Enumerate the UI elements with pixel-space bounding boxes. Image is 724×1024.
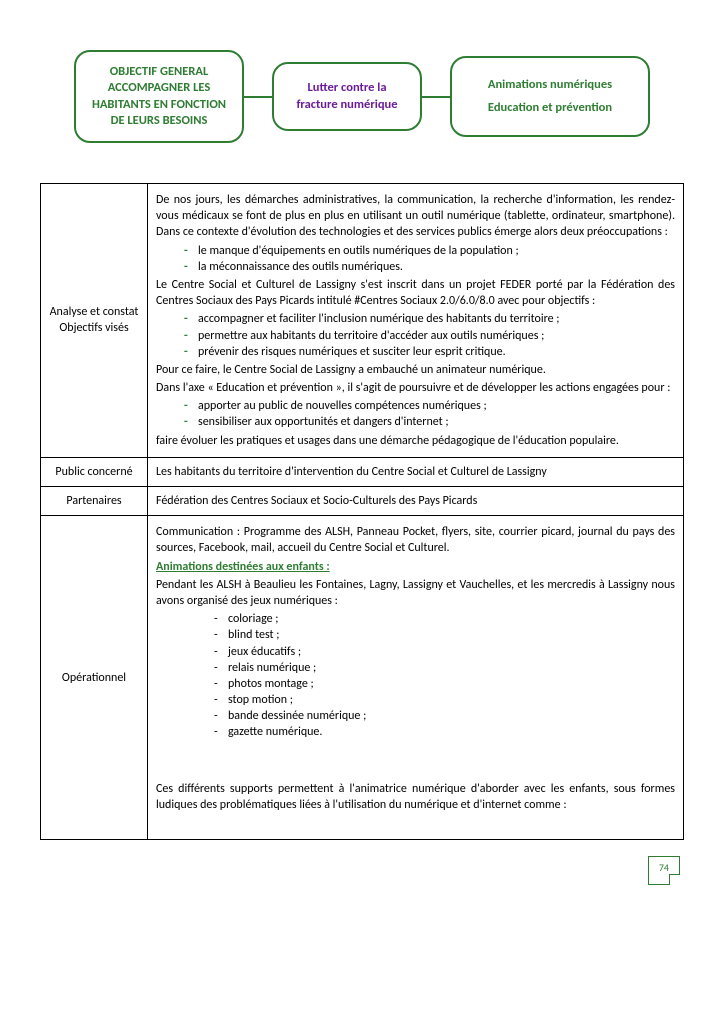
bullet-item: -accompagner et faciliter l'inclusion nu…	[184, 311, 675, 327]
dash-icon: -	[184, 398, 198, 414]
sub-list: -coloriage ; -blind test ; -jeux éducati…	[214, 611, 675, 741]
bullet-list: -accompagner et faciliter l'inclusion nu…	[184, 311, 675, 360]
content-analyse: De nos jours, les démarches administrati…	[148, 184, 684, 458]
section-heading: Animations destinées aux enfants :	[156, 559, 675, 575]
section-head-text: Animations destinées aux enfants :	[156, 560, 330, 574]
dash-icon: -	[214, 644, 228, 660]
sub-item: -photos montage ;	[214, 676, 675, 692]
sub-item: -bande dessinée numérique ;	[214, 708, 675, 724]
content-public: Les habitants du territoire d'interventi…	[148, 457, 684, 486]
dash-icon: -	[214, 676, 228, 692]
page-number: 74	[648, 856, 680, 885]
text: faire évoluer les pratiques et usages da…	[156, 433, 675, 449]
row-partenaires: Partenaires Fédération des Centres Socia…	[41, 487, 684, 516]
sub-item: -jeux éducatifs ;	[214, 644, 675, 660]
bullet-item: -prévenir des risques numériques et susc…	[184, 344, 675, 360]
bullet-text: permettre aux habitants du territoire d'…	[198, 328, 544, 344]
label-partenaires: Partenaires	[41, 487, 148, 516]
bullet-item: -le manque d'équipements en outils numér…	[184, 243, 675, 259]
label-public: Public concerné	[41, 457, 148, 486]
sub-item: -blind test ;	[214, 627, 675, 643]
diagram: OBJECTIF GENERAL ACCOMPAGNER LES HABITAN…	[40, 50, 684, 143]
diagram-node-animations: Animations numériques Education et préve…	[450, 56, 650, 137]
bullet-text: sensibiliser aux opportunités et dangers…	[198, 414, 449, 430]
sub-text: photos montage ;	[228, 676, 314, 692]
bullet-text: apporter au public de nouvelles compéten…	[198, 398, 487, 414]
bullet-item: -apporter au public de nouvelles compéte…	[184, 398, 675, 414]
dash-icon: -	[184, 243, 198, 259]
sub-item: -stop motion ;	[214, 692, 675, 708]
bullet-text: accompagner et faciliter l'inclusion num…	[198, 311, 560, 327]
diagram-connector	[244, 96, 272, 98]
text: Ces différents supports permettent à l'a…	[156, 781, 675, 813]
label-operationnel: Opérationnel	[41, 516, 148, 840]
diagram-node3-line1: Animations numériques	[466, 74, 634, 97]
bullet-item: -la méconnaissance des outils numériques…	[184, 259, 675, 275]
diagram-node-lutter: Lutter contre la fracture numérique	[272, 62, 422, 131]
dash-icon: -	[184, 414, 198, 430]
text: Communication : Programme des ALSH, Pann…	[156, 524, 675, 556]
bullet-list: -apporter au public de nouvelles compéte…	[184, 398, 675, 430]
dash-icon: -	[184, 328, 198, 344]
text: Pendant les ALSH à Beaulieu les Fontaine…	[156, 577, 675, 609]
sub-item: -gazette numérique.	[214, 724, 675, 740]
text: Le Centre Social et Culturel de Lassigny…	[156, 277, 675, 309]
diagram-node-objectif: OBJECTIF GENERAL ACCOMPAGNER LES HABITAN…	[74, 50, 244, 143]
text: Dans l'axe « Education et prévention », …	[156, 380, 675, 396]
sub-text: relais numérique ;	[228, 660, 316, 676]
sub-text: jeux éducatifs ;	[228, 644, 301, 660]
dash-icon: -	[214, 708, 228, 724]
sub-text: coloriage ;	[228, 611, 279, 627]
dash-icon: -	[184, 344, 198, 360]
sub-text: stop motion ;	[228, 692, 293, 708]
bullet-text: le manque d'équipements en outils numéri…	[198, 243, 519, 259]
diagram-node3-line2: Education et prévention	[466, 97, 634, 120]
sub-text: gazette numérique.	[228, 724, 322, 740]
content-operationnel: Communication : Programme des ALSH, Pann…	[148, 516, 684, 840]
row-analyse: Analyse et constat Objectifs visés De no…	[41, 184, 684, 458]
bullet-text: la méconnaissance des outils numériques.	[198, 259, 403, 275]
spacer	[156, 761, 675, 779]
text: De nos jours, les démarches administrati…	[156, 192, 675, 241]
dash-icon: -	[184, 259, 198, 275]
label-analyse: Analyse et constat Objectifs visés	[41, 184, 148, 458]
sub-text: bande dessinée numérique ;	[228, 708, 366, 724]
row-operationnel: Opérationnel Communication : Programme d…	[41, 516, 684, 840]
text: Pour ce faire, le Centre Social de Lassi…	[156, 362, 675, 378]
page: OBJECTIF GENERAL ACCOMPAGNER LES HABITAN…	[0, 0, 724, 915]
sub-text: blind test ;	[228, 627, 280, 643]
dash-icon: -	[214, 660, 228, 676]
sub-item: -relais numérique ;	[214, 660, 675, 676]
row-public: Public concerné Les habitants du territo…	[41, 457, 684, 486]
spacer	[156, 815, 675, 833]
dash-icon: -	[184, 311, 198, 327]
bullet-text: prévenir des risques numériques et susci…	[198, 344, 506, 360]
bullet-item: -sensibiliser aux opportunités et danger…	[184, 414, 675, 430]
sub-item: -coloriage ;	[214, 611, 675, 627]
diagram-connector	[422, 96, 450, 98]
page-number-wrap: 74	[40, 856, 684, 885]
dash-icon: -	[214, 627, 228, 643]
spacer	[156, 743, 675, 761]
dash-icon: -	[214, 611, 228, 627]
main-table: Analyse et constat Objectifs visés De no…	[40, 183, 684, 840]
content-partenaires: Fédération des Centres Sociaux et Socio-…	[148, 487, 684, 516]
bullet-item: -permettre aux habitants du territoire d…	[184, 328, 675, 344]
dash-icon: -	[214, 724, 228, 740]
dash-icon: -	[214, 692, 228, 708]
bullet-list: -le manque d'équipements en outils numér…	[184, 243, 675, 275]
